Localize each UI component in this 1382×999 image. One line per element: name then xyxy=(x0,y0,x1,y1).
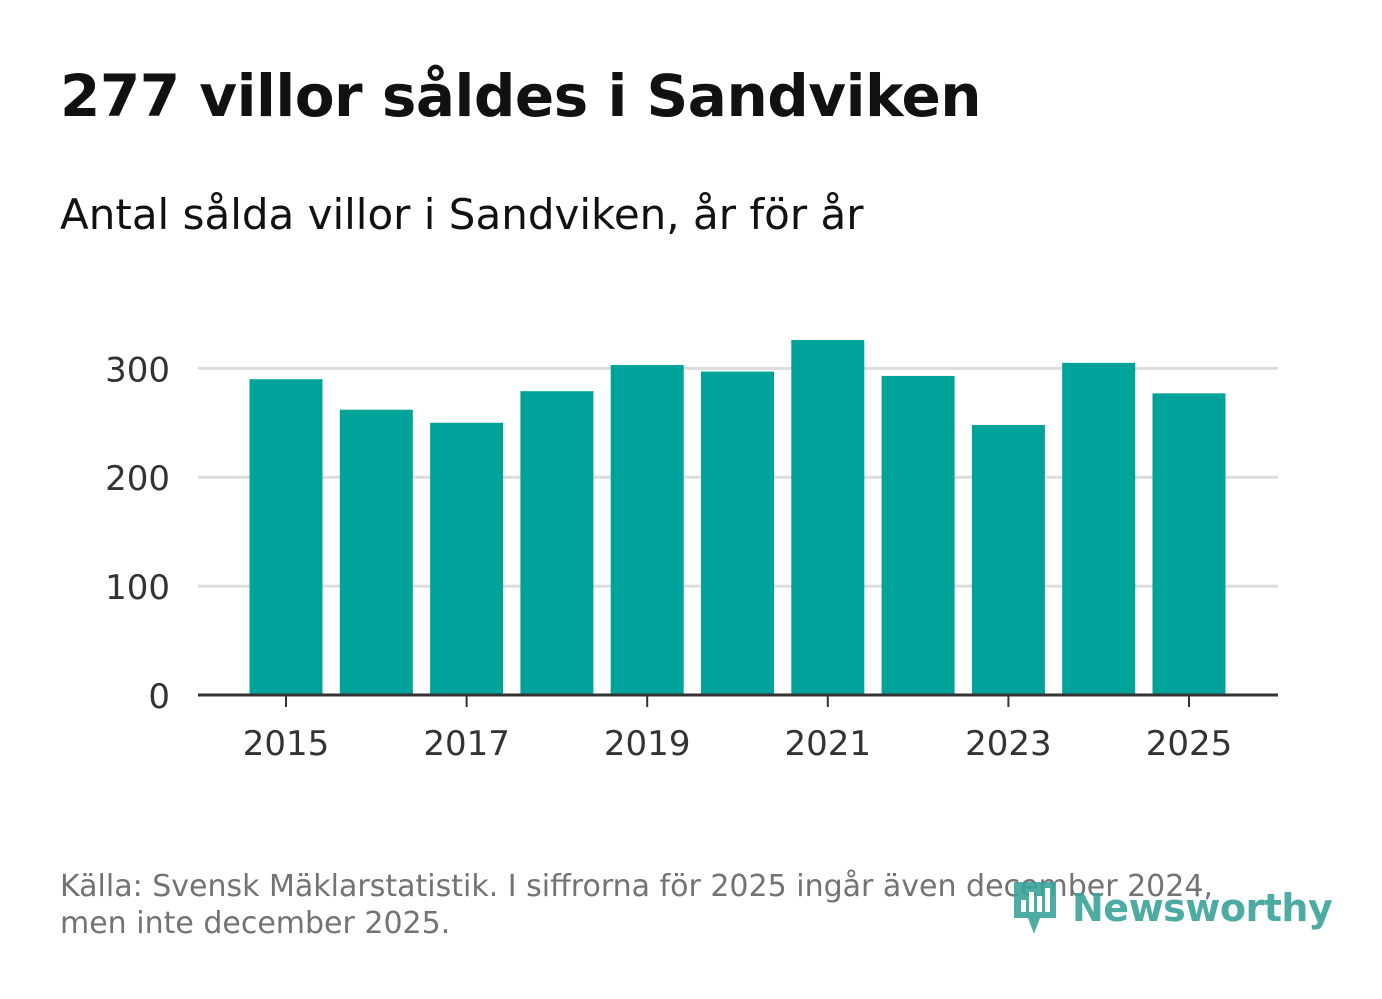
bar-2017 xyxy=(430,422,504,695)
x-tick-label-2017: 2017 xyxy=(423,724,510,764)
bar-2025 xyxy=(1152,393,1226,695)
y-tick-label-0: 0 xyxy=(148,677,170,717)
y-tick-label-300: 300 xyxy=(105,350,170,390)
bar-2024 xyxy=(1062,362,1136,695)
source-line-2: men inte december 2025. xyxy=(60,906,451,941)
bar-2023 xyxy=(971,424,1045,695)
y-tick-label-200: 200 xyxy=(105,459,170,499)
x-tick-label-2021: 2021 xyxy=(785,724,872,764)
bar-2022 xyxy=(881,375,955,695)
axes: 0 100 200 300 2015 2017 2019 2021 2023 2025 xyxy=(105,350,1278,764)
bar-2016 xyxy=(339,409,413,695)
x-tick-label-2023: 2023 xyxy=(965,724,1052,764)
bar-2018 xyxy=(520,391,594,695)
bar-2021 xyxy=(791,340,865,695)
bars xyxy=(249,340,1226,695)
bar-2015 xyxy=(249,379,323,695)
y-tick-label-100: 100 xyxy=(105,568,170,608)
x-tick-label-2019: 2019 xyxy=(604,724,691,764)
newsworthy-logo: Newsworthy xyxy=(1010,878,1333,938)
x-tick-label-2025: 2025 xyxy=(1146,724,1233,764)
newsworthy-icon xyxy=(1014,882,1056,934)
chart-title: 277 villor såldes i Sandviken xyxy=(60,62,982,130)
logo-text: Newsworthy xyxy=(1072,886,1333,930)
bar-2019 xyxy=(610,365,684,695)
chart-subtitle: Antal sålda villor i Sandviken, år för å… xyxy=(60,190,864,239)
bar-2020 xyxy=(701,371,774,695)
x-tick-label-2015: 2015 xyxy=(243,724,330,764)
